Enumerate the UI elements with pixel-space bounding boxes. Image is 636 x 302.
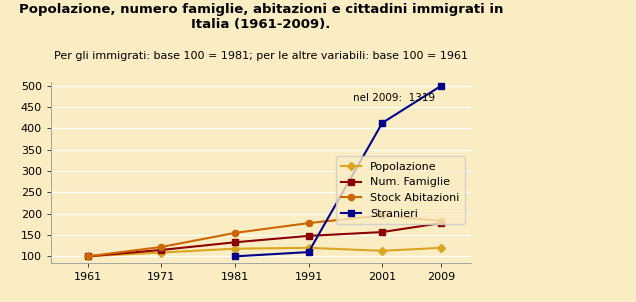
Text: Per gli immigrati: base 100 = 1981; per le altre variabili: base 100 = 1961: Per gli immigrati: base 100 = 1981; per … (54, 51, 467, 61)
Text: Popolazione, numero famiglie, abitazioni e cittadini immigrati in
Italia (1961-2: Popolazione, numero famiglie, abitazioni… (18, 3, 503, 31)
Legend: Popolazione, Num. Famiglie, Stock Abitazioni, Stranieri: Popolazione, Num. Famiglie, Stock Abitaz… (336, 156, 465, 224)
Text: nel 2009:  1319: nel 2009: 1319 (353, 93, 435, 103)
